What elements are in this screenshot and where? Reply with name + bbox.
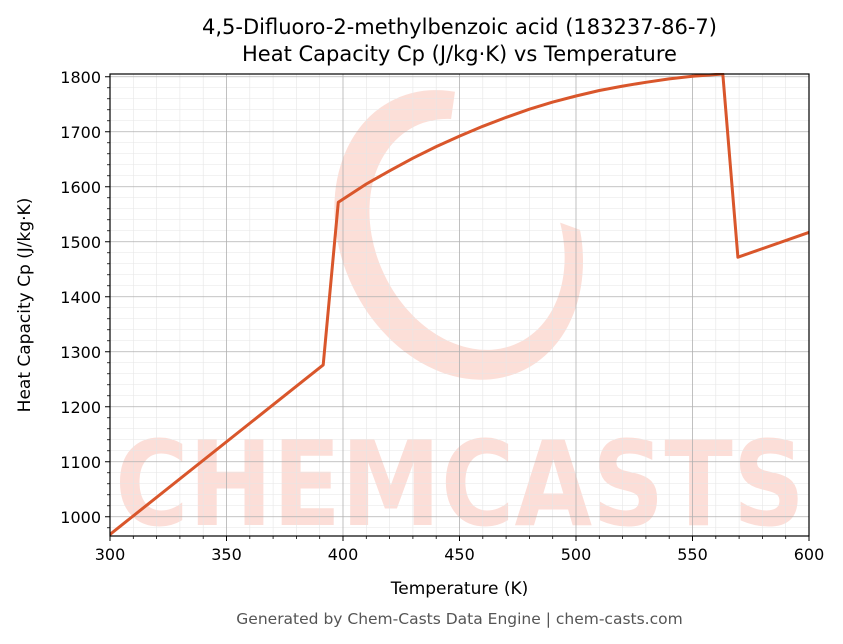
x-tick-label: 600 [794,545,825,564]
x-tick-label: 450 [444,545,475,564]
chart-title-line1: 4,5-Difluoro-2-methylbenzoic acid (18323… [202,15,717,39]
y-tick-label: 1200 [60,398,101,417]
y-tick-label: 1100 [60,453,101,472]
y-tick-label: 1800 [60,68,101,87]
y-tick-label: 1600 [60,178,101,197]
y-tick-label: 1300 [60,343,101,362]
series-layer [110,73,809,536]
y-axis-ticks: 1000 1100 1200 1300 1400 1500 1600 1700 1800 [60,68,110,529]
y-tick-label: 1500 [60,233,101,252]
series-line-0 [110,73,809,536]
x-axis-ticks: 300 350 400 450 500 550 600 [95,536,825,564]
x-tick-label: 400 [328,545,359,564]
chart-title-line2: Heat Capacity Cp (J/kg·K) vs Temperature [242,42,677,66]
y-tick-label: 1700 [60,123,101,142]
watermark-swirl [334,90,583,380]
x-tick-label: 500 [561,545,592,564]
x-tick-label: 550 [677,545,708,564]
footer-credit: Generated by Chem-Casts Data Engine | ch… [236,610,682,628]
x-tick-label: 350 [211,545,242,564]
y-axis-label: Heat Capacity Cp (J/kg·K) [15,198,35,413]
x-tick-label: 300 [95,545,126,564]
y-tick-label: 1400 [60,288,101,307]
x-axis-label: Temperature (K) [390,579,529,599]
y-tick-label: 1000 [60,508,101,527]
